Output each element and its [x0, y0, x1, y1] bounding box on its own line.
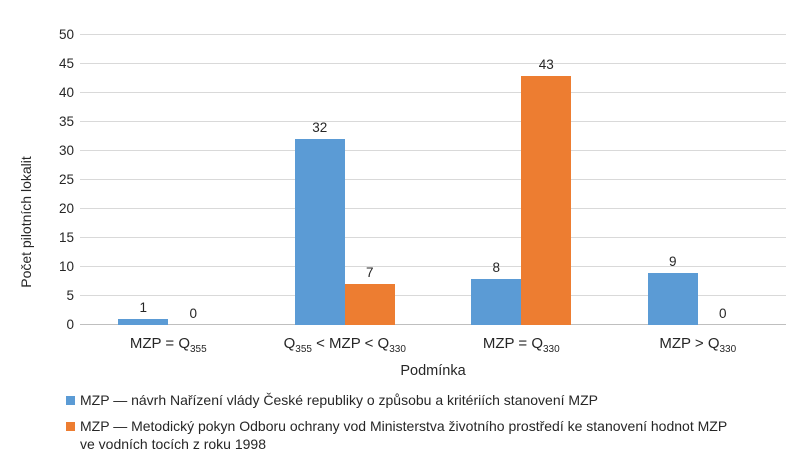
legend-item-series-2: MZP — Metodický pokyn Odboru ochrany vod…	[66, 417, 790, 454]
x-category-label: MZP = Q330	[482, 335, 560, 355]
gridline	[80, 63, 786, 64]
gridline	[80, 34, 786, 35]
bar-value-label: 1	[139, 300, 147, 316]
gridline	[80, 150, 786, 151]
gridline	[80, 295, 786, 296]
legend-swatch-orange-icon	[66, 421, 75, 431]
gridline	[80, 208, 786, 209]
subscript: 355	[295, 344, 312, 355]
subscript: 330	[542, 344, 560, 355]
bar-series2-cat3	[521, 75, 572, 325]
bar-value-label: 43	[538, 56, 554, 72]
subscript: 330	[389, 344, 406, 355]
gridline	[80, 92, 786, 93]
y-axis-title: Počet pilotních lokalit	[18, 156, 34, 288]
gridline	[80, 237, 786, 238]
gridline	[80, 266, 786, 267]
bar-value-label: 7	[365, 265, 374, 281]
plot-area: 1 0 32 7 8 43 9 0	[80, 34, 786, 325]
subscript: 330	[719, 344, 737, 355]
y-tick-label: 5	[66, 288, 74, 303]
legend-swatch-blue-icon	[66, 396, 75, 405]
x-axis-line	[80, 324, 786, 325]
bar-value-label: 0	[718, 306, 727, 321]
gridline	[80, 121, 786, 122]
bar-series2-cat2	[344, 284, 395, 325]
bar-series1-cat1	[118, 319, 169, 325]
bar-series1-cat3	[471, 278, 522, 325]
y-tick-label: 20	[58, 201, 74, 216]
y-tick-label: 35	[58, 114, 74, 129]
x-category-label: MZP = Q355	[129, 335, 207, 355]
y-tick-label: 40	[58, 85, 74, 100]
legend-label-series-2: MZP — Metodický pokyn Odboru ochrany vod…	[80, 417, 728, 453]
bar-value-label: 9	[668, 253, 677, 269]
y-tick-label: 10	[58, 259, 74, 274]
legend-label-series-1: MZP — návrh Nařízení vlády České republi…	[80, 392, 598, 408]
legend: MZP — návrh Nařízení vlády České republi…	[66, 391, 790, 461]
bar-series1-cat4	[647, 272, 698, 325]
legend-item-series-1: MZP — návrh Nařízení vlády České republi…	[66, 391, 790, 410]
y-tick-label: 30	[58, 143, 74, 158]
y-tick-label: 15	[58, 230, 74, 245]
x-axis-title: Podmínka	[400, 363, 466, 379]
gridline	[80, 179, 786, 180]
y-tick-label: 45	[58, 56, 74, 71]
y-tick-label: 0	[66, 317, 74, 332]
subscript: 355	[189, 344, 207, 355]
bar-value-label: 0	[189, 306, 197, 321]
y-tick-label: 50	[58, 27, 74, 42]
bar-value-label: 32	[312, 120, 328, 136]
x-category-label: MZP > Q330	[659, 335, 737, 355]
y-tick-label: 25	[58, 172, 74, 187]
x-category-label: Q355 < MZP < Q330	[283, 335, 406, 355]
bar-value-label: 8	[492, 259, 500, 275]
bar-series1-cat2	[294, 139, 345, 325]
